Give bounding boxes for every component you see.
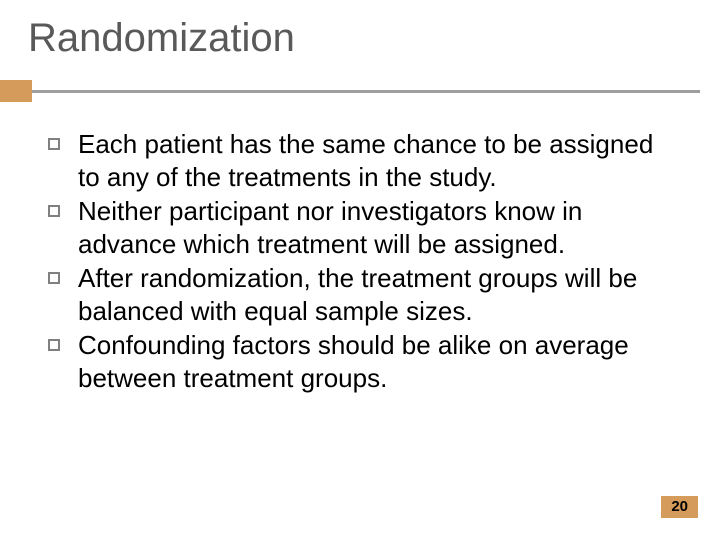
accent-block: [0, 80, 32, 102]
bullet-text: Confounding factors should be alike on a…: [78, 329, 680, 394]
square-bullet-icon: [48, 339, 60, 351]
title-divider: [32, 90, 700, 93]
list-item: Neither participant nor investigators kn…: [48, 195, 680, 260]
bullet-list: Each patient has the same chance to be a…: [48, 128, 680, 396]
list-item: Confounding factors should be alike on a…: [48, 329, 680, 394]
bullet-text: Each patient has the same chance to be a…: [78, 128, 680, 193]
bullet-text: Neither participant nor investigators kn…: [78, 195, 680, 260]
bullet-text: After randomization, the treatment group…: [78, 262, 680, 327]
slide-title: Randomization: [28, 16, 295, 61]
square-bullet-icon: [48, 205, 60, 217]
square-bullet-icon: [48, 138, 60, 150]
page-number-text: 20: [671, 498, 688, 515]
slide: Randomization Each patient has the same …: [0, 0, 720, 540]
list-item: After randomization, the treatment group…: [48, 262, 680, 327]
page-number: 20: [661, 496, 698, 518]
square-bullet-icon: [48, 272, 60, 284]
list-item: Each patient has the same chance to be a…: [48, 128, 680, 193]
